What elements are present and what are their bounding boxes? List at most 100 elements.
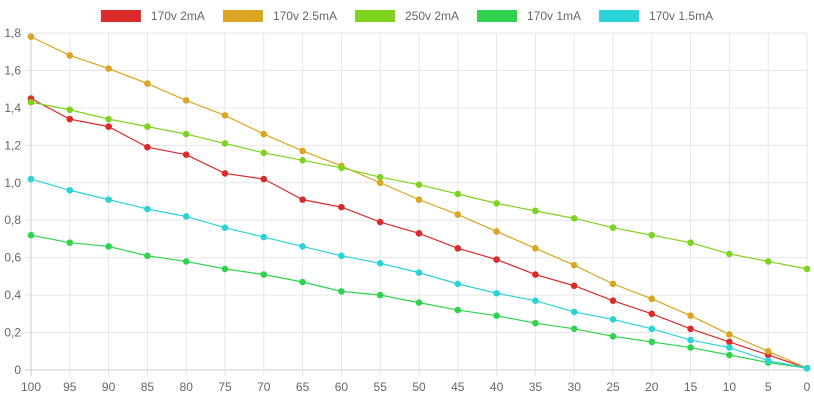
data-point[interactable]: [338, 288, 345, 295]
data-point[interactable]: [415, 181, 423, 188]
data-point[interactable]: [299, 157, 306, 164]
data-point[interactable]: [493, 312, 500, 320]
data-point[interactable]: [415, 230, 423, 237]
data-point[interactable]: [648, 231, 656, 239]
data-point[interactable]: [338, 164, 345, 172]
data-point[interactable]: [764, 347, 772, 355]
data-point[interactable]: [27, 231, 35, 239]
data-point[interactable]: [260, 175, 268, 183]
data-point[interactable]: [609, 316, 617, 323]
data-point[interactable]: [415, 196, 423, 203]
data-point[interactable]: [260, 233, 268, 241]
legend-item[interactable]: 170v 1mA: [477, 9, 581, 23]
data-point[interactable]: [105, 196, 112, 203]
data-point[interactable]: [260, 149, 268, 157]
data-point[interactable]: [493, 289, 500, 297]
data-point[interactable]: [27, 33, 35, 41]
data-point[interactable]: [299, 196, 306, 203]
data-point[interactable]: [454, 190, 462, 198]
data-point[interactable]: [66, 186, 74, 194]
data-point[interactable]: [182, 151, 190, 158]
data-point[interactable]: [182, 130, 190, 138]
data-point[interactable]: [299, 147, 306, 155]
data-point[interactable]: [144, 252, 151, 260]
data-point[interactable]: [66, 106, 74, 114]
data-point[interactable]: [376, 259, 384, 267]
legend-item[interactable]: 170v 2.5mA: [222, 9, 337, 23]
data-point[interactable]: [570, 261, 578, 269]
data-point[interactable]: [221, 140, 229, 147]
data-point[interactable]: [221, 170, 229, 177]
data-point[interactable]: [338, 203, 345, 211]
data-point[interactable]: [66, 52, 74, 59]
legend-item[interactable]: 170v 1.5mA: [599, 9, 713, 23]
legend-item[interactable]: 170v 2mA: [100, 9, 205, 23]
data-point[interactable]: [260, 271, 268, 278]
data-point[interactable]: [493, 256, 500, 263]
data-point[interactable]: [687, 336, 694, 344]
data-point[interactable]: [454, 211, 462, 218]
data-point[interactable]: [687, 239, 694, 246]
data-point[interactable]: [66, 239, 74, 246]
data-point[interactable]: [376, 218, 384, 226]
data-point[interactable]: [532, 297, 539, 305]
data-point[interactable]: [803, 265, 811, 273]
data-point[interactable]: [570, 282, 578, 290]
data-point[interactable]: [493, 200, 500, 207]
data-point[interactable]: [454, 306, 462, 314]
data-point[interactable]: [726, 344, 733, 351]
data-point[interactable]: [27, 175, 35, 183]
legend-item[interactable]: 250v 2mA: [354, 9, 459, 23]
data-point[interactable]: [687, 344, 694, 351]
data-point[interactable]: [726, 331, 733, 338]
data-point[interactable]: [221, 224, 229, 232]
data-point[interactable]: [532, 319, 539, 327]
data-point[interactable]: [376, 179, 384, 187]
data-point[interactable]: [376, 173, 384, 181]
data-point[interactable]: [532, 245, 539, 252]
data-point[interactable]: [182, 97, 190, 104]
data-point[interactable]: [182, 213, 190, 220]
data-point[interactable]: [648, 338, 656, 346]
data-point[interactable]: [609, 280, 617, 288]
data-point[interactable]: [299, 278, 306, 286]
data-point[interactable]: [726, 250, 733, 258]
data-point[interactable]: [648, 325, 656, 333]
data-point[interactable]: [105, 115, 112, 123]
data-point[interactable]: [648, 310, 656, 318]
data-point[interactable]: [570, 325, 578, 333]
data-point[interactable]: [144, 80, 151, 87]
data-point[interactable]: [493, 228, 500, 235]
chart-legend[interactable]: 170v 2mA 170v 2.5mA 250v 2mA 170v 1mA 170v 1…: [100, 9, 713, 23]
data-point[interactable]: [454, 245, 462, 252]
data-point[interactable]: [764, 258, 772, 265]
data-point[interactable]: [532, 271, 539, 278]
data-point[interactable]: [570, 215, 578, 222]
data-point[interactable]: [532, 207, 539, 215]
data-point[interactable]: [260, 130, 268, 138]
data-point[interactable]: [144, 143, 151, 151]
data-point[interactable]: [144, 205, 151, 213]
data-point[interactable]: [609, 297, 617, 305]
data-point[interactable]: [27, 98, 35, 106]
data-point[interactable]: [648, 295, 656, 303]
data-point[interactable]: [726, 351, 733, 359]
data-point[interactable]: [454, 280, 462, 288]
data-point[interactable]: [687, 312, 694, 320]
data-point[interactable]: [221, 265, 229, 273]
data-point[interactable]: [105, 123, 112, 130]
data-point[interactable]: [66, 115, 74, 123]
data-point[interactable]: [376, 291, 384, 299]
data-point[interactable]: [687, 325, 694, 333]
data-point[interactable]: [570, 308, 578, 316]
data-point[interactable]: [105, 243, 112, 250]
data-point[interactable]: [415, 299, 423, 306]
data-point[interactable]: [726, 338, 733, 346]
data-point[interactable]: [144, 123, 151, 130]
data-point[interactable]: [803, 364, 811, 372]
data-point[interactable]: [415, 269, 423, 276]
data-point[interactable]: [609, 224, 617, 232]
data-point[interactable]: [609, 333, 617, 340]
data-point[interactable]: [764, 357, 772, 364]
data-point[interactable]: [299, 243, 306, 250]
